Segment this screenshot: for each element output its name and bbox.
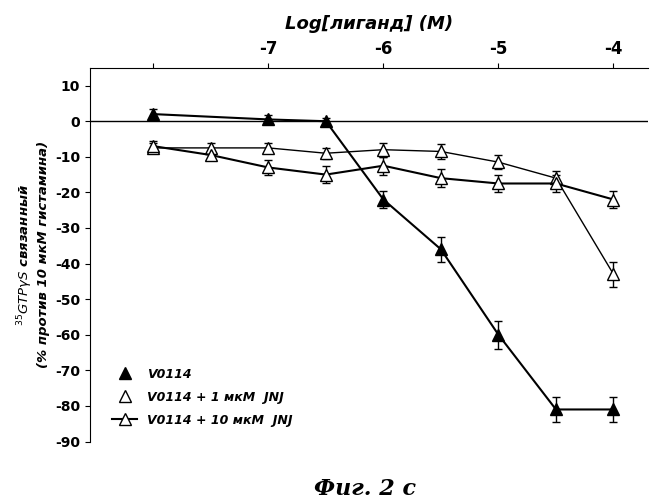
Y-axis label: $\it{^{35}GTP\gamma S}$ связанный
(% против 10 мкМ гистамина): $\it{^{35}GTP\gamma S}$ связанный (% про… — [15, 141, 50, 368]
Legend: V0114, V0114 + 1 мкМ  JNJ, V0114 + 10 мкМ  JNJ: V0114, V0114 + 1 мкМ JNJ, V0114 + 10 мкМ… — [107, 362, 298, 432]
X-axis label: Log[лиганд] (M): Log[лиганд] (M) — [285, 15, 453, 33]
Text: Фиг. 2 c: Фиг. 2 c — [314, 478, 416, 500]
